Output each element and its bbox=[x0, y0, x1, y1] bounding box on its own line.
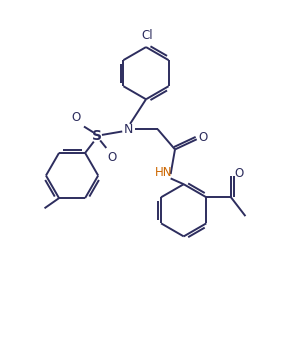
Text: O: O bbox=[107, 151, 117, 164]
Text: Cl: Cl bbox=[142, 29, 153, 42]
Text: O: O bbox=[234, 167, 244, 180]
Text: S: S bbox=[92, 129, 102, 144]
Text: O: O bbox=[71, 111, 81, 124]
Text: HN: HN bbox=[155, 166, 172, 179]
Text: O: O bbox=[199, 131, 208, 144]
Text: N: N bbox=[124, 123, 133, 136]
